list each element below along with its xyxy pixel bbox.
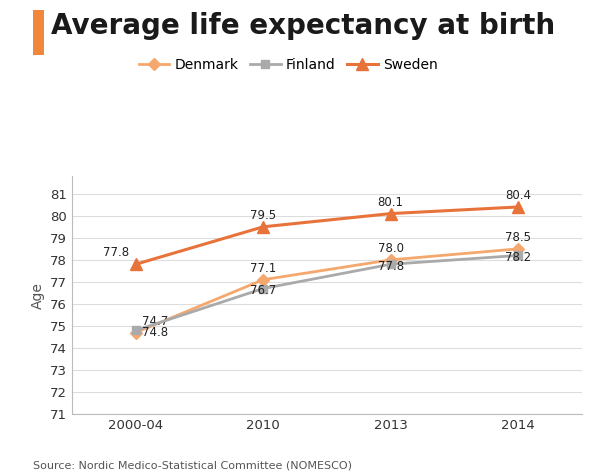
Finland	[132, 327, 139, 333]
Line: Sweden: Sweden	[130, 201, 524, 270]
Text: 77.1: 77.1	[250, 262, 277, 275]
Sweden	[387, 211, 394, 217]
Line: Denmark: Denmark	[131, 245, 523, 337]
Text: 77.8: 77.8	[103, 247, 130, 259]
Denmark	[260, 277, 267, 283]
Text: 74.7: 74.7	[142, 315, 169, 328]
Text: 77.8: 77.8	[377, 259, 404, 273]
Sweden	[515, 204, 522, 210]
Y-axis label: Age: Age	[31, 282, 44, 308]
Text: 78.2: 78.2	[505, 251, 532, 264]
Text: Source: Nordic Medico-Statistical Committee (NOMESCO): Source: Nordic Medico-Statistical Commit…	[33, 460, 352, 470]
Legend: Denmark, Finland, Sweden: Denmark, Finland, Sweden	[133, 52, 443, 78]
Denmark	[132, 330, 139, 336]
Text: 78.0: 78.0	[378, 242, 404, 255]
Text: Average life expectancy at birth: Average life expectancy at birth	[51, 12, 555, 40]
Denmark	[387, 257, 394, 263]
Sweden	[132, 261, 139, 267]
Finland	[260, 286, 267, 291]
Sweden	[260, 224, 267, 229]
Finland	[515, 253, 522, 258]
Text: 74.8: 74.8	[142, 326, 168, 339]
Line: Finland: Finland	[131, 251, 523, 335]
Text: 76.7: 76.7	[250, 284, 277, 297]
Text: 80.4: 80.4	[505, 189, 531, 202]
Text: 80.1: 80.1	[378, 196, 404, 209]
Finland	[387, 261, 394, 267]
Denmark	[515, 246, 522, 252]
Text: 79.5: 79.5	[250, 209, 277, 222]
Text: 78.5: 78.5	[505, 231, 531, 244]
